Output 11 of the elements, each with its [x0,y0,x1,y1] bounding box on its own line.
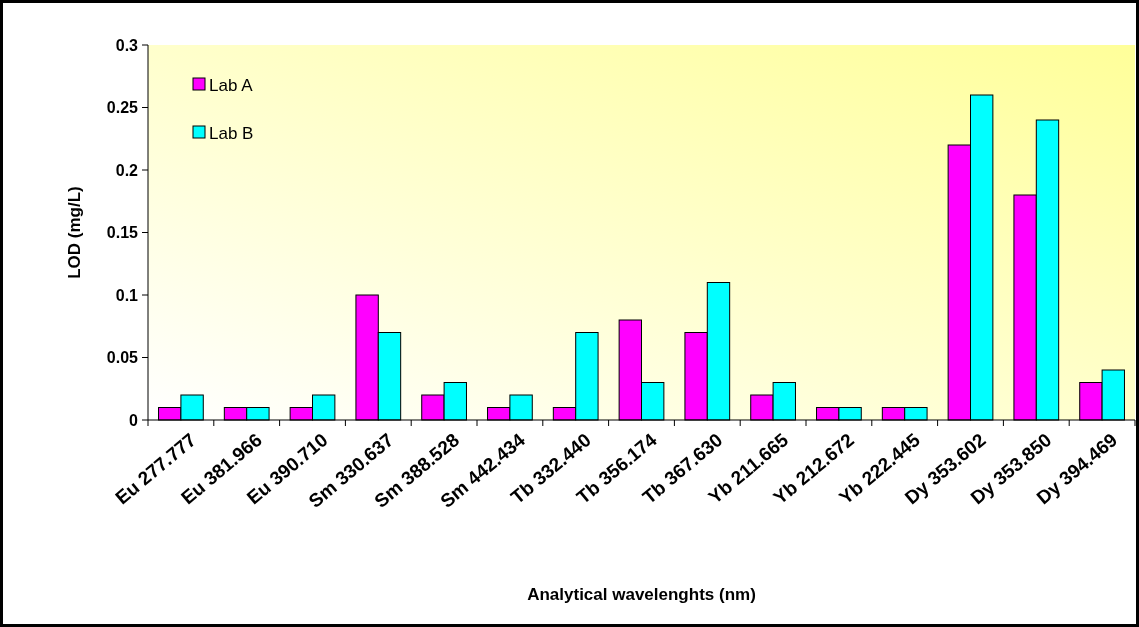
legend-label: Lab B [209,123,254,143]
y-tick-label: 0.05 [106,349,139,367]
y-tick-label: 0.15 [106,224,139,242]
y-axis-title: LOD (mg/L) [65,186,84,279]
y-tick-label: 0.1 [115,286,139,304]
y-tick-label: 0.3 [115,36,139,54]
legend-label: Lab A [209,75,254,95]
y-tick-label: 0 [129,411,139,429]
y-tick-label: 0.25 [106,99,139,117]
y-tick-label: 0.2 [115,161,139,179]
x-axis-title: Analytical wavelenghts (nm) [527,585,756,604]
